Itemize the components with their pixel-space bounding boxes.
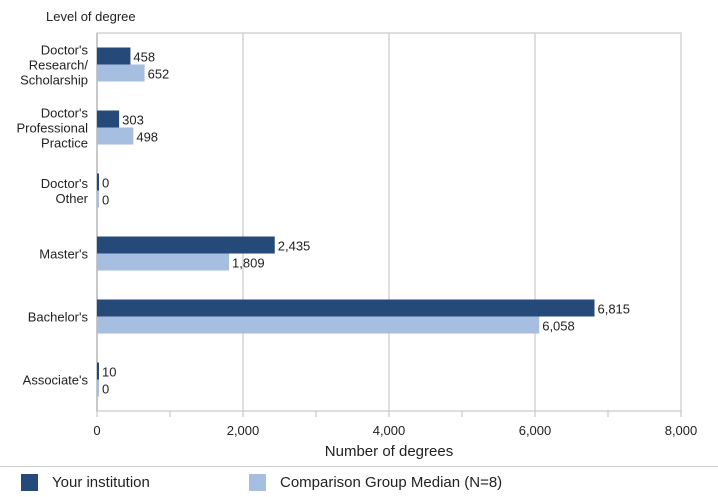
category-label: Scholarship <box>20 73 88 88</box>
data-label: 303 <box>122 113 144 128</box>
bar-comparison-median <box>97 316 540 334</box>
gridlines <box>96 32 682 412</box>
bars: 458 652 303 498 0 0 2,435 1,809 6,815 6,058 10 0 <box>97 47 630 397</box>
bar-your-institution <box>97 47 131 65</box>
data-label: 1,809 <box>232 256 265 271</box>
bar-your-institution <box>97 362 99 380</box>
category-label: Practice <box>41 136 88 151</box>
category-labels: Doctor'sResearch/ScholarshipDoctor'sProf… <box>16 43 88 388</box>
category-label: Master's <box>39 247 88 262</box>
category-label: Other <box>55 191 88 206</box>
legend-swatch-your-institution <box>21 474 38 491</box>
legend-label-comparison-group: Comparison Group Median (N=8) <box>280 474 503 491</box>
x-tick-label: 8,000 <box>665 423 698 438</box>
data-label: 10 <box>102 365 116 380</box>
x-tick-label: 6,000 <box>519 423 552 438</box>
category-label: Doctor's <box>41 43 89 58</box>
bar-chart: Level of degree 458 652 303 498 0 0 2,435 1,809… <box>16 9 697 460</box>
category-label: Professional <box>16 121 88 136</box>
bar-your-institution <box>97 299 595 317</box>
bar-your-institution <box>97 173 99 191</box>
category-label: Doctor's <box>41 106 89 121</box>
bar-comparison-median <box>97 253 230 271</box>
y-axis-title: Level of degree <box>46 9 136 24</box>
category-label: Associate's <box>23 373 89 388</box>
legend-swatch-comparison-group <box>249 474 266 491</box>
category-label: Research/ <box>29 58 89 73</box>
data-label: 458 <box>133 50 155 65</box>
legend-item-your-institution: Your institution <box>21 474 150 491</box>
legend-label-your-institution: Your institution <box>52 474 150 491</box>
legend: Your institution Comparison Group Median… <box>0 466 718 497</box>
data-label: 0 <box>102 382 109 397</box>
bar-your-institution <box>97 236 275 254</box>
legend-item-comparison-group: Comparison Group Median (N=8) <box>249 474 502 491</box>
bar-comparison-median <box>97 379 99 397</box>
data-label: 6,058 <box>542 319 575 334</box>
bar-comparison-median <box>97 64 145 82</box>
bar-your-institution <box>97 110 120 128</box>
axes <box>96 33 682 417</box>
data-label: 0 <box>102 176 109 191</box>
x-tick-label: 0 <box>93 423 100 438</box>
data-label: 498 <box>136 130 158 145</box>
x-tick-label: 4,000 <box>373 423 406 438</box>
category-label: Doctor's <box>41 176 89 191</box>
category-label: Bachelor's <box>28 310 89 325</box>
x-tick-labels: 0 2,000 4,000 6,000 8,000 <box>93 423 697 438</box>
data-label: 0 <box>102 193 109 208</box>
data-label: 652 <box>148 67 170 82</box>
bar-comparison-median <box>97 190 99 208</box>
data-label: 2,435 <box>278 239 311 254</box>
data-label: 6,815 <box>597 302 630 317</box>
x-tick-label: 2,000 <box>227 423 260 438</box>
bar-comparison-median <box>97 127 134 145</box>
x-axis-title: Number of degrees <box>325 443 453 460</box>
